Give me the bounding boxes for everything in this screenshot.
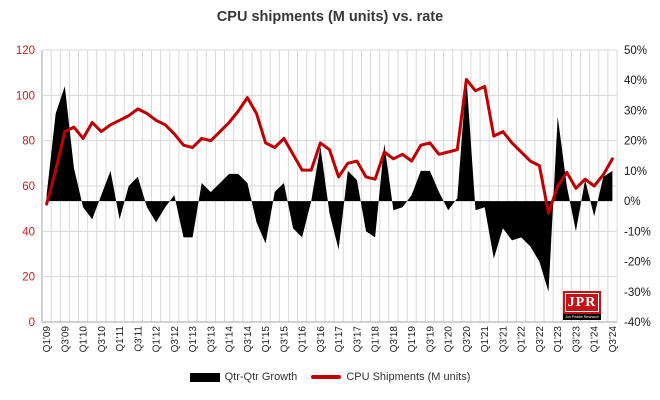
y-right-tick-label: -20% [624,257,651,269]
y-right-tick-label: -30% [624,287,651,299]
legend-growth-label: Qtr-Qtr Growth [224,371,298,383]
y-right-tick-label: 40% [624,75,647,87]
y-right-tick-label: 10% [624,166,647,178]
x-tick-label: Q3'13 [206,326,217,353]
growth-area-series [46,77,613,292]
y-left-tick-label: 80 [22,136,35,148]
y-left-tick-label: 0 [29,317,35,329]
x-tick-label: Q3'18 [389,326,400,353]
y-left-tick-label: 40 [22,226,35,238]
x-tick-label: Q3'23 [571,326,582,353]
legend-shipments-label: CPU Shipments (M units) [346,371,471,383]
growth-area-swatch [189,372,220,382]
y-right-tick-label: 30% [624,105,647,117]
jpr-logo-box: JPR [563,291,601,314]
jpr-logo-subtext: Jon Peddie Research [563,314,601,320]
jpr-logo: JPR Jon Peddie Research [563,291,601,320]
x-tick-label: Q1'16 [298,326,309,353]
chart-title: CPU shipments (M units) vs. rate [216,9,444,25]
x-tick-label: Q1'23 [553,326,564,353]
y-right-tick-label: -10% [624,226,651,238]
chart-legend: Qtr-Qtr Growth CPU Shipments (M units) [0,371,660,383]
x-tick-label: Q1'12 [152,326,163,353]
x-tick-label: Q3'19 [425,326,436,353]
x-tick-label: Q1'09 [42,326,53,353]
jpr-logo-text: JPR [567,294,597,310]
x-tick-label: Q3'09 [60,326,71,353]
x-tick-label: Q3'21 [498,326,509,353]
x-tick-label: Q1'17 [334,326,345,353]
y-right-tick-label: 0% [624,196,641,208]
x-tick-label: Q3'14 [243,326,254,353]
shipments-line-series [45,78,614,215]
y-left-tick-label: 60 [22,181,35,193]
y-right-tick-label: 20% [624,136,647,148]
x-tick-label: Q3'17 [352,326,363,353]
legend-item-growth: Qtr-Qtr Growth [189,371,298,383]
y-right-tick-label: -40% [624,317,651,329]
x-tick-label: Q3'15 [279,326,290,353]
x-tick-label: Q3'11 [133,326,144,352]
x-tick-label: Q3'22 [535,326,546,353]
legend-item-shipments: CPU Shipments (M units) [311,371,470,383]
x-tick-label: Q3'12 [170,326,181,353]
x-tick-label: Q3'20 [462,326,473,353]
x-tick-label: Q1'20 [444,326,455,353]
x-tick-label: Q1'22 [517,326,528,353]
x-tick-label: Q3'24 [608,326,619,353]
x-tick-label: Q1'21 [480,326,491,353]
y-right-tick-label: 50% [624,45,647,57]
y-left-tick-label: 20 [22,272,35,284]
x-tick-label: Q1'13 [188,326,199,353]
x-tick-label: Q1'14 [225,326,236,353]
x-tick-label: Q1'11 [115,326,126,352]
x-tick-label: Q3'16 [316,326,327,353]
y-left-tick-label: 120 [16,45,35,57]
x-tick-label: Q3'10 [97,326,108,353]
x-tick-label: Q1'10 [79,326,90,353]
y-left-tick-label: 100 [16,90,35,102]
x-tick-label: Q1'15 [261,326,272,353]
x-tick-label: Q1'24 [590,326,601,353]
shipments-line-swatch [311,375,342,379]
x-tick-label: Q1'18 [371,326,382,353]
x-tick-label: Q1'19 [407,326,418,353]
